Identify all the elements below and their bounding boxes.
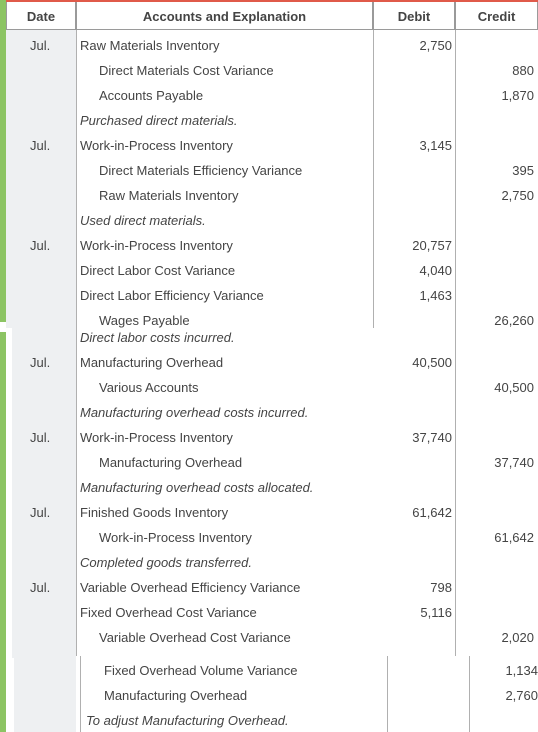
column-header-credit: Credit [455,2,538,30]
credit-account: Direct Materials Cost Variance [99,63,274,78]
credit-amount: 40,500 [494,380,534,395]
left-accent-stripe [0,0,6,732]
credit-amount: 2,760 [505,688,538,703]
credit-account: Raw Materials Inventory [99,188,239,203]
debit-amount: 2,750 [419,38,452,53]
stripe-gap [0,322,6,332]
entry-date: Jul. [30,238,51,253]
debit-account: Fixed Overhead Cost Variance [80,605,257,620]
journal-block-top [6,0,538,328]
debit-amount: 40,500 [412,355,452,370]
entry-date: Jul. [30,355,51,370]
date-column-bg [12,328,76,658]
debit-account: Finished Goods Inventory [80,505,229,520]
debit-amount: 3,145 [419,138,452,153]
debit-account: Variable Overhead Efficiency Variance [80,580,301,595]
debit-amount: 20,757 [412,238,452,253]
debit-amount: 37,740 [412,430,452,445]
debit-account: Work-in-Process Inventory [80,430,233,445]
entry-explanation: Direct labor costs incurred. [80,330,235,345]
credit-amount: 880 [512,63,534,78]
credit-amount: 37,740 [494,455,534,470]
debit-account: Raw Materials Inventory [80,38,220,53]
date-column-bg [6,30,76,328]
date-column-bg [14,656,76,732]
debit-amount: 798 [430,580,452,595]
entry-explanation: Manufacturing overhead costs allocated. [80,480,314,495]
credit-account: Variable Overhead Cost Variance [99,630,291,645]
credit-amount: 61,642 [494,530,534,545]
entry-date: Jul. [30,430,51,445]
debit-account: Work-in-Process Inventory [80,138,233,153]
table-header: Date Accounts and Explanation Debit Cred… [6,0,538,30]
grid-line [76,30,77,328]
grid-line [80,656,81,732]
debit-account: Direct Labor Efficiency Variance [80,288,264,303]
debit-amount: 5,116 [420,605,452,620]
debit-amount: 1,463 [419,288,452,303]
credit-amount: 26,260 [494,313,534,328]
credit-amount: 1,870 [501,88,534,103]
grid-line [373,30,374,328]
credit-amount: 395 [512,163,534,178]
credit-amount: 2,750 [501,188,534,203]
entry-date: Jul. [30,38,51,53]
credit-amount: 1,134 [505,663,538,678]
credit-account: Direct Materials Efficiency Variance [99,163,303,178]
credit-account: Work-in-Process Inventory [99,530,252,545]
grid-line [76,328,77,658]
entry-explanation: Used direct materials. [80,213,206,228]
column-header-date: Date [6,2,76,30]
entry-date: Jul. [30,505,51,520]
credit-amount: 2,020 [501,630,534,645]
debit-account: Manufacturing Overhead [80,355,224,370]
credit-account: Accounts Payable [99,88,204,103]
column-header-debit: Debit [373,2,455,30]
entry-explanation: Completed goods transferred. [80,555,252,570]
journal-block-middle [12,328,538,658]
debit-account: Work-in-Process Inventory [80,238,233,253]
journal-block-bottom [14,656,538,732]
debit-amount: 61,642 [412,505,452,520]
grid-line [387,656,388,732]
grid-line [455,328,456,658]
credit-account: Fixed Overhead Volume Variance [104,663,298,678]
credit-account: Manufacturing Overhead [104,688,248,703]
credit-account: Wages Payable [99,313,190,328]
grid-line [455,30,456,328]
credit-account: Various Accounts [99,380,199,395]
debit-account: Direct Labor Cost Variance [80,263,236,278]
entry-explanation: Purchased direct materials. [80,113,238,128]
column-header-accounts: Accounts and Explanation [76,2,373,30]
entry-explanation: Manufacturing overhead costs incurred. [80,405,309,420]
credit-account: Manufacturing Overhead [99,455,243,470]
debit-amount: 4,040 [419,263,452,278]
entry-explanation: To adjust Manufacturing Overhead. [86,713,289,728]
entry-date: Jul. [30,138,51,153]
grid-line [469,656,470,732]
entry-date: Jul. [30,580,51,595]
